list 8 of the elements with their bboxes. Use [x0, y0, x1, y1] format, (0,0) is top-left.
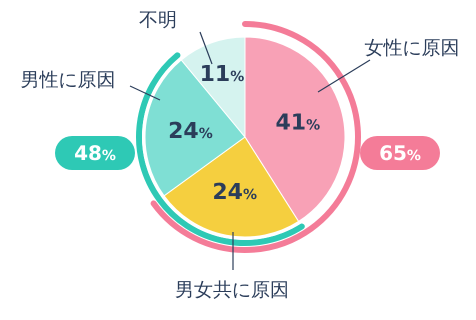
data-label: 11%: [200, 62, 244, 88]
slice-label: 女性に原因: [364, 37, 460, 59]
data-label: 24%: [168, 119, 213, 144]
data-label: 41%: [275, 110, 320, 136]
slice-label: 男女共に原因: [175, 279, 289, 301]
data-label: 24%: [212, 180, 258, 206]
slice-label: 不明: [139, 9, 177, 31]
slice-label: 男性に原因: [20, 69, 116, 91]
